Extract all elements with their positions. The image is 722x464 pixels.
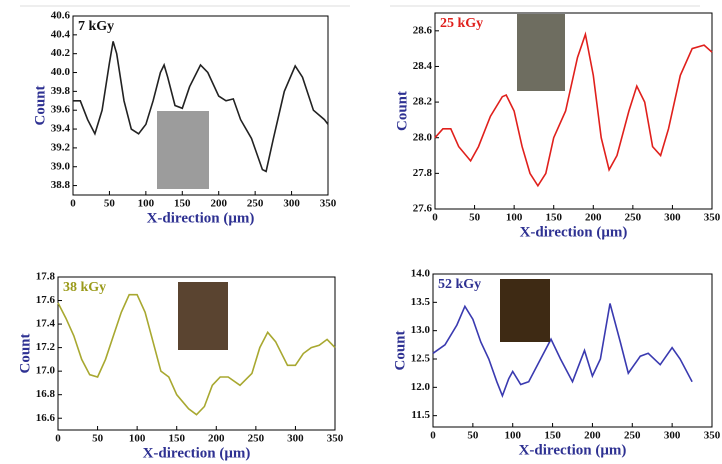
y-tick-label: 39.4 [51, 123, 71, 135]
x-tick-label: 50 [104, 198, 116, 210]
data-line [73, 41, 329, 173]
plot-frame [57, 276, 336, 431]
x-tick-label: 350 [704, 212, 721, 224]
x-tick-label: 150 [545, 212, 562, 224]
y-tick-label: 13.5 [411, 296, 431, 308]
y-tick-label: 27.8 [413, 167, 433, 179]
y-axis-label: Count [394, 91, 410, 131]
x-tick-label: 250 [248, 433, 265, 445]
y-tick-label: 28.0 [413, 131, 433, 143]
x-tick-label: 100 [138, 198, 155, 210]
x-tick-label: 150 [168, 433, 185, 445]
x-tick-label: 200 [584, 430, 601, 442]
x-tick-label: 0 [55, 433, 61, 445]
data-line [432, 303, 693, 399]
y-tick-label: 11.5 [411, 409, 430, 421]
data-line [57, 293, 336, 416]
y-tick-label: 17.0 [36, 365, 56, 377]
x-tick-label: 100 [504, 430, 521, 442]
y-tick-label: 39.2 [51, 141, 71, 153]
y-tick-label: 28.6 [413, 24, 433, 36]
y-tick-label: 38.8 [51, 179, 71, 191]
y-axis-label: Count [17, 333, 33, 373]
inset-image [500, 279, 550, 342]
x-tick-label: 150 [544, 430, 561, 442]
x-tick-label: 50 [467, 430, 479, 442]
y-tick-label: 28.4 [413, 60, 433, 72]
panel-title: 52 kGy [438, 277, 481, 292]
y-tick-label: 40.6 [51, 10, 71, 22]
x-tick-label: 300 [287, 433, 304, 445]
y-tick-label: 17.6 [36, 294, 56, 306]
x-tick-label: 0 [432, 212, 438, 224]
x-axis-label: X-direction (μm) [143, 445, 251, 461]
x-axis-label: X-direction (μm) [519, 442, 627, 458]
y-tick-label: 27.6 [413, 203, 433, 215]
y-tick-label: 12.5 [411, 353, 431, 365]
inset-image [157, 111, 209, 189]
x-tick-label: 50 [469, 212, 481, 224]
y-tick-label: 14.0 [411, 268, 431, 280]
y-axis-label: Count [32, 85, 48, 125]
inset-image [517, 14, 565, 91]
panel-title: 7 kGy [78, 19, 114, 34]
y-tick-label: 16.6 [36, 412, 56, 424]
plot-frame [434, 12, 713, 210]
x-tick-label: 250 [625, 212, 642, 224]
y-tick-label: 40.2 [51, 47, 71, 59]
y-axis-label: Count [392, 330, 408, 370]
y-tick-label: 17.8 [36, 271, 56, 283]
x-axis-label: X-direction (μm) [520, 224, 628, 240]
x-tick-label: 300 [283, 198, 300, 210]
y-tick-label: 39.8 [51, 85, 71, 97]
x-tick-label: 200 [208, 433, 225, 445]
y-tick-label: 12.0 [411, 381, 431, 393]
x-tick-label: 0 [430, 430, 436, 442]
x-tick-label: 0 [70, 198, 76, 210]
y-tick-label: 17.2 [36, 341, 56, 353]
x-tick-label: 100 [506, 212, 523, 224]
y-tick-label: 40.4 [51, 28, 71, 40]
inset-image [178, 282, 228, 350]
x-tick-label: 100 [129, 433, 146, 445]
x-tick-label: 250 [624, 430, 641, 442]
data-line [434, 31, 713, 188]
plots: 38.8 39.0 39.2 39.4 39.6 39.8 40.0 40.2 40.4 40.6… [17, 10, 720, 462]
x-tick-label: 300 [664, 212, 681, 224]
x-axis-label: X-direction (μm) [147, 210, 255, 226]
x-tick-label: 250 [247, 198, 264, 210]
x-tick-label: 350 [327, 433, 344, 445]
y-tick-label: 39.6 [51, 104, 71, 116]
y-tick-label: 28.2 [413, 96, 433, 108]
y-tick-label: 16.8 [36, 388, 56, 400]
x-tick-label: 50 [92, 433, 104, 445]
x-tick-label: 200 [585, 212, 602, 224]
y-tick-label: 40.0 [51, 66, 71, 78]
plot-frame [432, 273, 713, 428]
x-tick-label: 350 [320, 198, 337, 210]
x-tick-label: 200 [210, 198, 227, 210]
x-tick-label: 150 [174, 198, 191, 210]
y-tick-label: 39.0 [51, 160, 71, 172]
panel-title: 38 kGy [63, 280, 106, 295]
plot-frame [72, 15, 329, 196]
y-tick-label: 13.0 [411, 324, 431, 336]
panel-title: 25 kGy [440, 16, 483, 31]
x-tick-label: 350 [704, 430, 721, 442]
x-tick-label: 300 [664, 430, 681, 442]
y-tick-label: 17.4 [36, 318, 56, 330]
